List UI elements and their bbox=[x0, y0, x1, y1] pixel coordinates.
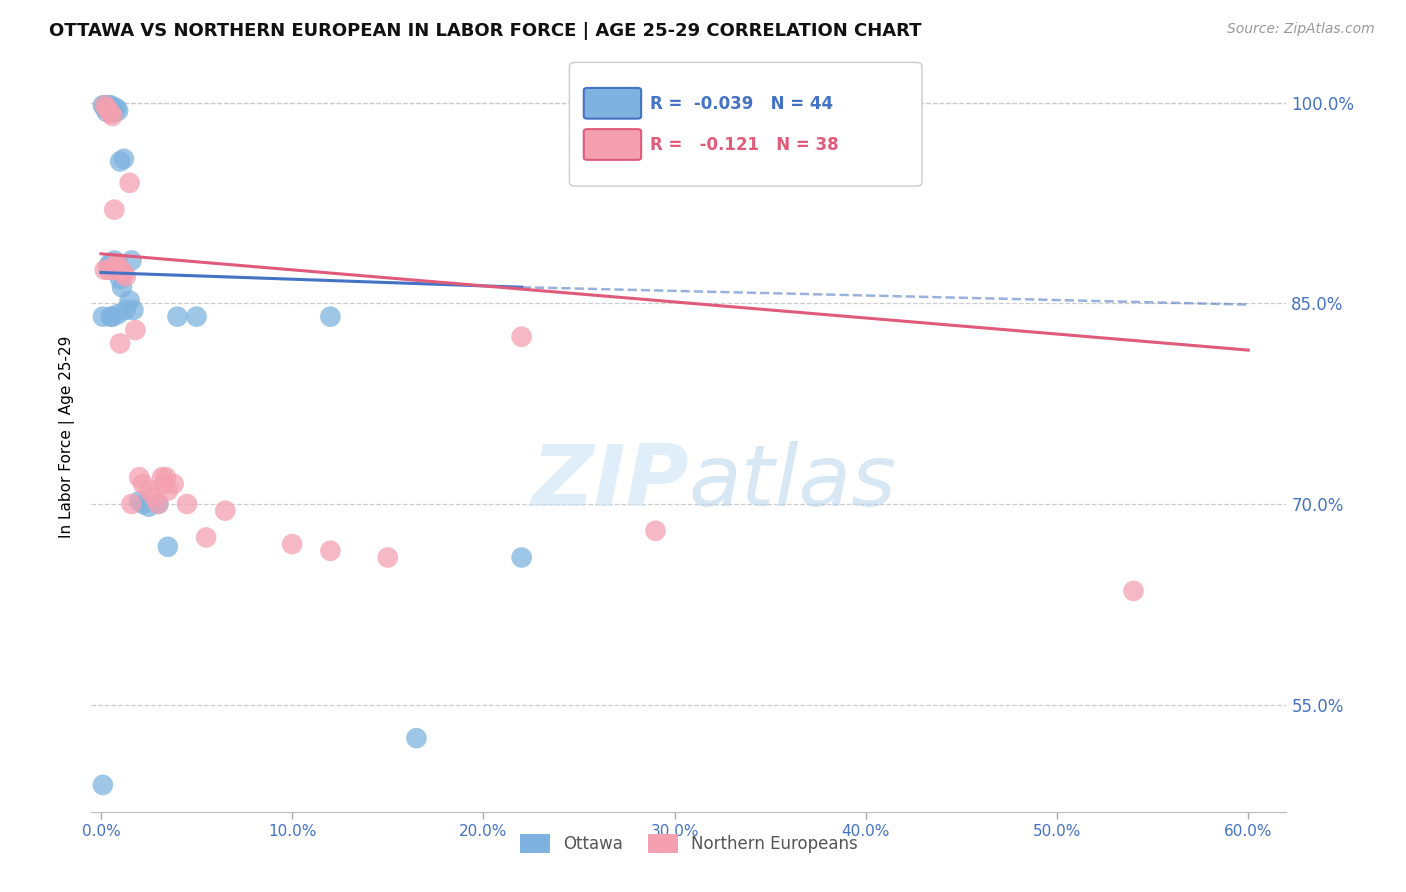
Point bbox=[94, 263, 117, 277]
Text: atlas: atlas bbox=[689, 441, 897, 524]
Point bbox=[156, 483, 179, 498]
Point bbox=[103, 253, 125, 268]
Point bbox=[281, 537, 304, 551]
Point bbox=[100, 310, 122, 324]
Point bbox=[186, 310, 208, 324]
Point bbox=[96, 99, 118, 113]
Point bbox=[319, 543, 342, 558]
Point bbox=[94, 98, 117, 112]
Point bbox=[138, 483, 160, 498]
Point bbox=[107, 256, 129, 270]
Point bbox=[108, 336, 131, 351]
Point bbox=[138, 500, 160, 514]
FancyBboxPatch shape bbox=[583, 129, 641, 160]
Point bbox=[96, 101, 118, 115]
Point bbox=[128, 494, 150, 508]
Point bbox=[156, 540, 179, 554]
Point bbox=[510, 550, 533, 565]
Point bbox=[510, 330, 533, 344]
Point bbox=[132, 497, 155, 511]
Point bbox=[644, 524, 666, 538]
Point bbox=[91, 98, 114, 112]
Point bbox=[105, 261, 128, 276]
Point bbox=[91, 778, 114, 792]
Point bbox=[176, 497, 198, 511]
Point bbox=[114, 269, 136, 284]
Point bbox=[101, 101, 124, 115]
Point bbox=[97, 99, 120, 113]
Point bbox=[107, 103, 129, 118]
Point bbox=[101, 310, 124, 324]
Point bbox=[101, 259, 124, 273]
Point bbox=[108, 154, 131, 169]
Point bbox=[103, 202, 125, 217]
Text: R =  -0.039   N = 44: R = -0.039 N = 44 bbox=[650, 95, 832, 112]
Point bbox=[96, 98, 118, 112]
Point bbox=[111, 280, 134, 294]
Point bbox=[107, 307, 129, 321]
Point bbox=[107, 259, 129, 273]
Point bbox=[162, 477, 184, 491]
Point bbox=[132, 477, 155, 491]
Point bbox=[108, 272, 131, 286]
Point bbox=[101, 263, 124, 277]
Point bbox=[121, 253, 143, 268]
Point bbox=[150, 470, 173, 484]
Point bbox=[96, 105, 118, 120]
Point bbox=[118, 176, 141, 190]
Point bbox=[377, 550, 399, 565]
Point bbox=[112, 267, 135, 281]
Point bbox=[143, 491, 166, 505]
Point bbox=[97, 103, 120, 118]
Point bbox=[105, 256, 128, 270]
Point bbox=[405, 731, 427, 746]
Point bbox=[100, 256, 122, 270]
Point bbox=[124, 323, 146, 337]
Point bbox=[1122, 584, 1144, 599]
Point bbox=[103, 105, 125, 120]
Point bbox=[128, 470, 150, 484]
Text: ZIP: ZIP bbox=[531, 441, 689, 524]
Point bbox=[100, 101, 122, 115]
Text: Source: ZipAtlas.com: Source: ZipAtlas.com bbox=[1227, 22, 1375, 37]
Point bbox=[166, 310, 188, 324]
Point bbox=[94, 98, 117, 112]
Y-axis label: In Labor Force | Age 25-29: In Labor Force | Age 25-29 bbox=[59, 336, 76, 538]
FancyBboxPatch shape bbox=[569, 62, 922, 186]
Point bbox=[111, 264, 134, 278]
Point bbox=[118, 293, 141, 308]
Point bbox=[214, 503, 236, 517]
Point bbox=[100, 98, 122, 112]
Point bbox=[97, 98, 120, 112]
Point bbox=[148, 497, 170, 511]
Text: R =   -0.121   N = 38: R = -0.121 N = 38 bbox=[650, 136, 838, 153]
Point bbox=[195, 530, 218, 544]
Legend: Ottawa, Northern Europeans: Ottawa, Northern Europeans bbox=[513, 827, 865, 860]
Point bbox=[148, 497, 170, 511]
Point bbox=[100, 106, 122, 120]
Point bbox=[94, 101, 117, 115]
Point bbox=[155, 470, 177, 484]
Point bbox=[105, 263, 128, 277]
Point bbox=[114, 303, 136, 318]
Point bbox=[153, 477, 176, 491]
Point bbox=[97, 259, 120, 273]
Point bbox=[91, 310, 114, 324]
Point bbox=[100, 103, 122, 118]
Point bbox=[112, 152, 135, 166]
Point bbox=[121, 497, 143, 511]
Point bbox=[122, 303, 145, 318]
FancyBboxPatch shape bbox=[583, 88, 641, 119]
Point bbox=[319, 310, 342, 324]
Point bbox=[105, 101, 128, 115]
Point bbox=[101, 109, 124, 123]
Point bbox=[97, 263, 120, 277]
Text: OTTAWA VS NORTHERN EUROPEAN IN LABOR FORCE | AGE 25-29 CORRELATION CHART: OTTAWA VS NORTHERN EUROPEAN IN LABOR FOR… bbox=[49, 22, 922, 40]
